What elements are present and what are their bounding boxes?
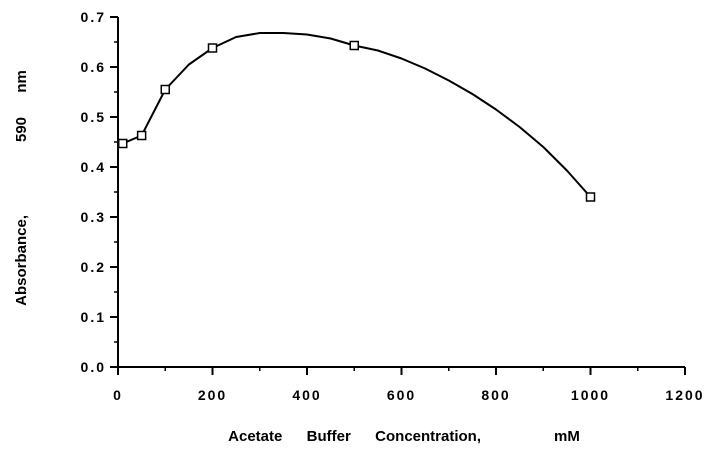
- x-tick-label: 1200: [665, 387, 704, 403]
- y-tick-labels: 0.0 0.1 0.2 0.3 0.4 0.5 0.6 0.7: [81, 9, 106, 375]
- x-tick-label: 400: [292, 387, 321, 403]
- x-tick-label: 1000: [571, 387, 610, 403]
- data-point-marker: [160, 84, 170, 95]
- x-tick-label: 200: [198, 387, 227, 403]
- y-tick-label: 0.6: [81, 59, 106, 75]
- data-point-marker: [585, 192, 596, 202]
- x-axis-title: Acetate Buffer Concentration, mM: [228, 428, 580, 445]
- y-tick-label: 0.0: [81, 359, 106, 375]
- y-tick-label: 0.7: [81, 9, 106, 25]
- data-point-marker: [136, 130, 147, 141]
- data-point-marker: [349, 40, 359, 51]
- x-tick-label: 600: [387, 387, 416, 403]
- x-tick-label: 800: [481, 387, 510, 403]
- data-point-marker: [207, 43, 218, 53]
- series: [117, 32, 596, 202]
- axes: [110, 16, 686, 375]
- y-tick-label: 0.5: [81, 109, 106, 125]
- x-tick-label: 0: [113, 387, 123, 403]
- y-axis-title: Absorbance, 590 nm: [13, 70, 30, 306]
- y-tick-label: 0.2: [81, 259, 106, 275]
- data-point-marker: [117, 138, 128, 149]
- y-tick-label: 0.4: [81, 159, 106, 175]
- fit-curve: [122, 32, 592, 198]
- x-tick-labels: 0 200 400 600 800 1000 1200: [113, 387, 704, 403]
- y-tick-label: 0.1: [81, 309, 106, 325]
- y-tick-label: 0.3: [81, 209, 106, 225]
